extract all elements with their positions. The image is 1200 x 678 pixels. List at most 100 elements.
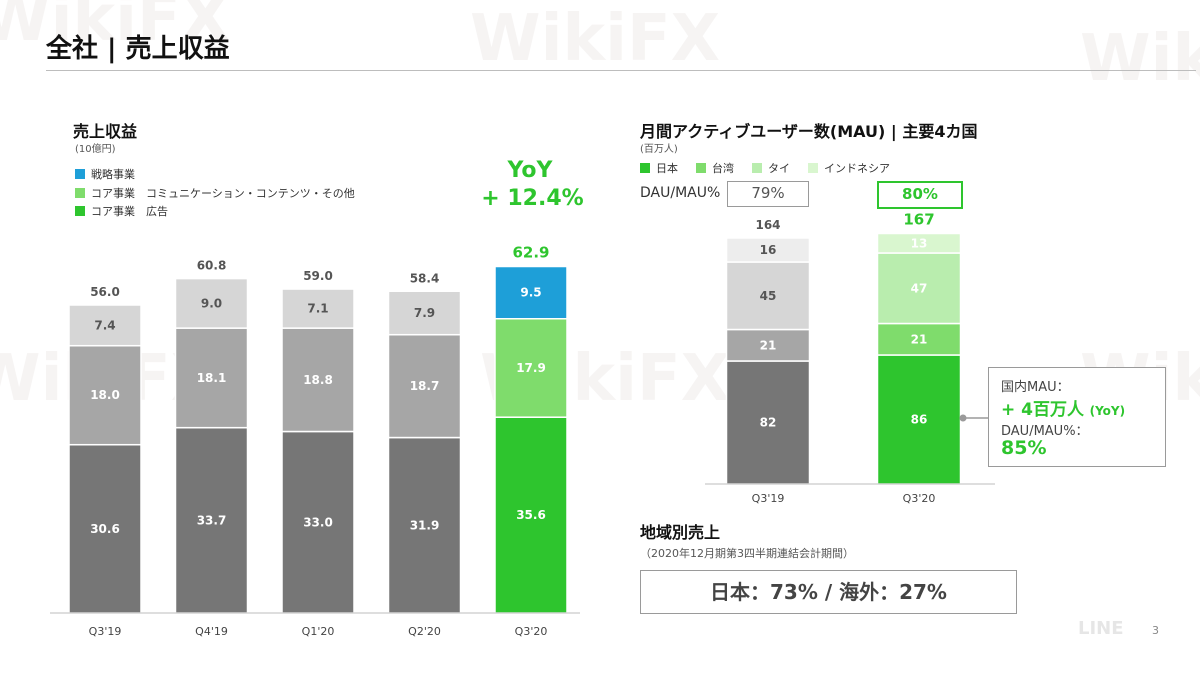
callout-growth-suffix: (YoY) xyxy=(1089,404,1126,418)
legend-swatch xyxy=(808,163,818,173)
bar-value-label: 21 xyxy=(911,332,928,346)
bar-segment xyxy=(725,328,811,362)
bar-segment xyxy=(876,232,962,254)
callout-connector-dot xyxy=(959,414,967,422)
bar-value-label: 47 xyxy=(911,281,928,295)
legend-swatch xyxy=(75,169,85,179)
bar-value-label: 31.9 xyxy=(410,518,440,532)
bar-segment xyxy=(68,443,142,614)
bar-segment xyxy=(725,237,811,263)
bar-total-label: 56.0 xyxy=(90,285,120,299)
bar-value-label: 30.6 xyxy=(90,522,120,536)
region-share-box: 日本：73% / 海外：27% xyxy=(640,570,1017,614)
bar-total-label: 58.4 xyxy=(410,271,440,285)
bar-total-label: 167 xyxy=(903,211,934,229)
bar-value-label: 9.5 xyxy=(520,286,541,300)
bar-segment xyxy=(494,265,568,320)
x-tick-label: Q3'20 xyxy=(903,492,936,505)
bar-value-label: 18.1 xyxy=(197,371,227,385)
mau-legend-item: インドネシア xyxy=(808,160,890,176)
revenue-chart: 30.6 18.0 7.4 56.0 Q3'19 33.7 18.1 9.0 60.8 Q4'19… xyxy=(50,244,580,638)
legend-label: コア事業 コミュニケーション・コンテンツ・その他 xyxy=(91,187,355,200)
bar-value-label: 18.7 xyxy=(410,379,440,393)
bar-value-label: 17.9 xyxy=(516,361,546,375)
line-logo: LINE xyxy=(1078,618,1124,639)
dau-mau-value-q3-19: 79% xyxy=(727,181,809,207)
bar-segment xyxy=(68,304,142,347)
bar-segment xyxy=(876,252,962,325)
mau-legend-item: 台湾 xyxy=(696,160,734,176)
callout-line3: DAU/MAU%： xyxy=(1001,424,1089,439)
dau-mau-value-q3-20: 80% xyxy=(877,181,963,209)
domestic-mau-callout: 国内MAU： + 4百万人 (YoY) DAU/MAU%： 85% xyxy=(988,367,1166,467)
callout-growth: + 4百万人 xyxy=(1001,400,1084,420)
bar-segment xyxy=(281,288,355,329)
bar-segment xyxy=(387,290,462,336)
yoy-label: YoY xyxy=(507,158,553,183)
bar-value-label: 18.0 xyxy=(90,388,120,402)
revenue-legend-item: コア事業 コミュニケーション・コンテンツ・その他 xyxy=(75,185,355,201)
bar-segment xyxy=(725,261,811,331)
bar-value-label: 82 xyxy=(760,416,777,430)
bar-segment xyxy=(387,333,462,439)
legend-label: 台湾 xyxy=(712,162,734,175)
legend-swatch xyxy=(75,188,85,198)
region-title: 地域別売上 xyxy=(640,523,721,542)
bar-value-label: 18.8 xyxy=(303,373,333,387)
bar-value-label: 7.4 xyxy=(94,318,115,332)
legend-label: インドネシア xyxy=(824,162,890,175)
page-number: 3 xyxy=(1152,624,1159,637)
bar-value-label: 9.0 xyxy=(201,296,222,310)
bar-segment xyxy=(174,277,249,329)
legend-swatch xyxy=(640,163,650,173)
title-divider xyxy=(46,70,1196,71)
bar-value-label: 86 xyxy=(911,413,928,427)
bar-segment xyxy=(174,426,249,614)
bar-value-label: 16 xyxy=(760,243,777,257)
x-tick-label: Q1'20 xyxy=(302,625,335,638)
bar-value-label: 7.9 xyxy=(414,306,435,320)
revenue-title: 売上収益 xyxy=(73,122,138,141)
x-tick-label: Q4'19 xyxy=(195,625,228,638)
bar-segment xyxy=(876,322,962,356)
bar-total-label: 164 xyxy=(755,218,780,232)
bar-value-label: 7.1 xyxy=(307,302,328,316)
bar-value-label: 45 xyxy=(760,289,777,303)
mau-legend-item: タイ xyxy=(752,160,790,176)
legend-label: 日本 xyxy=(656,162,678,175)
callout-line2: + 4百万人 (YoY) xyxy=(1001,395,1125,420)
legend-swatch xyxy=(696,163,706,173)
dau-mau-label: DAU/MAU% xyxy=(640,185,721,201)
callout-line4: 85% xyxy=(1001,437,1047,459)
legend-swatch xyxy=(75,206,85,216)
bar-value-label: 35.6 xyxy=(516,508,546,522)
region-subtitle: （2020年12月期第3四半期連結会計期間） xyxy=(640,547,854,560)
bar-value-label: 33.0 xyxy=(303,515,333,529)
bar-value-label: 13 xyxy=(911,236,928,250)
callout-line1: 国内MAU： xyxy=(1001,380,1070,395)
bar-total-label: 59.0 xyxy=(303,269,333,283)
yoy-value: + 12.4% xyxy=(481,186,584,211)
bar-value-label: 21 xyxy=(760,338,777,352)
bar-segment xyxy=(494,416,568,614)
bar-segment xyxy=(494,318,568,418)
bar-segment xyxy=(174,327,249,429)
bar-total-label: 60.8 xyxy=(197,259,227,273)
revenue-unit: (10億円) xyxy=(75,144,116,155)
x-tick-label: Q3'19 xyxy=(752,492,785,505)
legend-label: コア事業 広告 xyxy=(91,205,168,218)
mau-unit: (百万人) xyxy=(640,144,678,155)
legend-label: 戦略事業 xyxy=(91,168,135,181)
bar-segment xyxy=(281,430,355,614)
legend-label: タイ xyxy=(768,162,790,175)
mau-legend-item: 日本 xyxy=(640,160,678,176)
revenue-legend-item: コア事業 広告 xyxy=(75,203,168,219)
bar-segment xyxy=(281,327,355,433)
page-title: 全社 | 売上収益 xyxy=(46,34,230,64)
mau-title: 月間アクティブユーザー数(MAU) | 主要4カ国 xyxy=(640,122,978,141)
bar-total-label: 62.9 xyxy=(512,244,549,262)
x-tick-label: Q2'20 xyxy=(408,625,441,638)
bar-value-label: 33.7 xyxy=(197,513,227,527)
x-tick-label: Q3'20 xyxy=(515,625,548,638)
